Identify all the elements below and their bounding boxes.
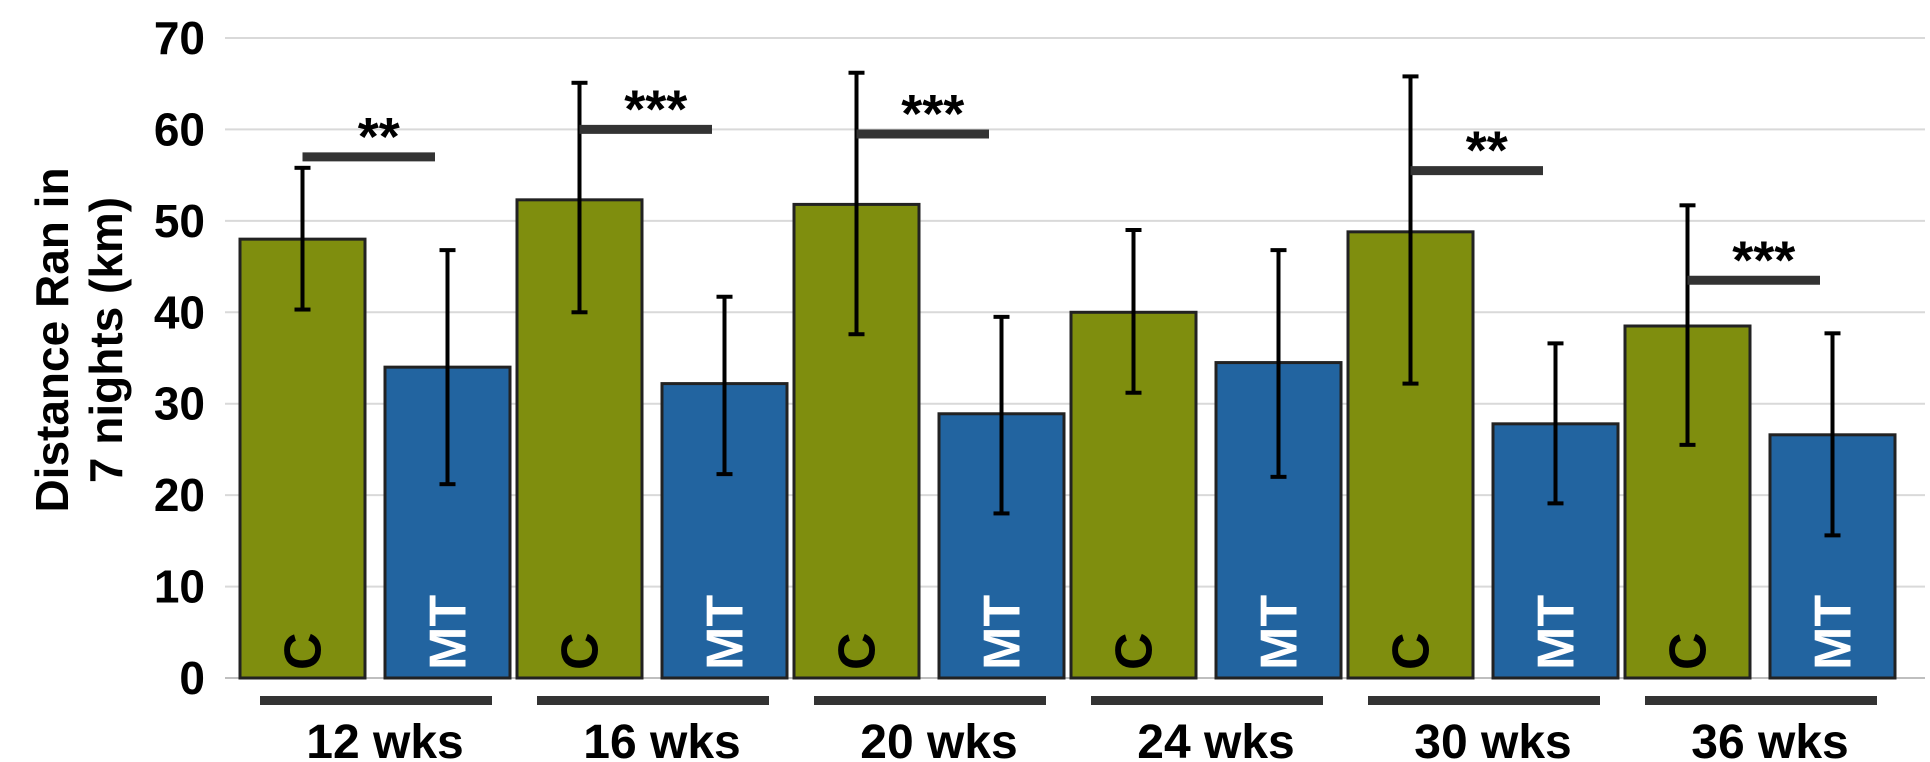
x-category-30-wks: 30 wks xyxy=(1414,716,1571,762)
y-tick-label-30: 30 xyxy=(154,378,205,430)
group-bar-24-wks xyxy=(1091,696,1323,705)
bar-label-C-16-wks: C xyxy=(552,632,610,670)
significance-label-20-wks: *** xyxy=(901,84,964,144)
y-tick-label-50: 50 xyxy=(154,195,205,247)
x-category-24-wks: 24 wks xyxy=(1137,716,1294,762)
y-tick-label-20: 20 xyxy=(154,469,205,521)
y-axis-label-line-2: 7 nights (km) xyxy=(80,197,132,483)
y-tick-label-40: 40 xyxy=(154,286,205,338)
x-category-16-wks: 16 wks xyxy=(583,716,740,762)
bar-label-MT-24-wks: MT xyxy=(1251,595,1309,670)
x-category-12-wks: 12 wks xyxy=(306,716,463,762)
group-bar-30-wks xyxy=(1368,696,1600,705)
y-axis-label: Distance Ran in 7 nights (km) xyxy=(26,167,132,512)
bar-label-C-12-wks: C xyxy=(275,632,333,670)
significance-label-30-wks: ** xyxy=(1466,121,1508,181)
significance-markers: ** *** ******** xyxy=(302,79,1820,290)
bar-label-C-30-wks: C xyxy=(1383,632,1441,670)
y-axis-ticks: 0 10 20 30 40 50 60 70 xyxy=(154,12,205,704)
y-tick-label-10: 10 xyxy=(154,561,205,613)
y-axis-label-line-1: Distance Ran in xyxy=(26,167,78,512)
y-tick-label-0: 0 xyxy=(179,652,205,704)
significance-label-12-wks: ** xyxy=(358,107,400,167)
bar-label-MT-20-wks: MT xyxy=(974,595,1032,670)
y-tick-label-70: 70 xyxy=(154,12,205,64)
group-bar-12-wks xyxy=(260,696,492,705)
bar-C-12-wks xyxy=(238,237,367,680)
group-bar-36-wks xyxy=(1645,696,1877,705)
y-tick-label-60: 60 xyxy=(154,103,205,155)
bar-label-MT-36-wks: MT xyxy=(1805,595,1863,670)
x-axis-categories: 12 wks 16 wks 20 wks 24 wks 30 wks 36 wks xyxy=(260,696,1877,762)
bar-label-MT-12-wks: MT xyxy=(420,595,478,670)
x-category-36-wks: 36 wks xyxy=(1691,716,1848,762)
error-bars xyxy=(294,70,1841,538)
significance-label-16-wks: *** xyxy=(624,79,687,139)
bar-label-C-36-wks: C xyxy=(1660,632,1718,670)
significance-label-36-wks: *** xyxy=(1732,230,1795,290)
bar-label-MT-16-wks: MT xyxy=(697,595,755,670)
bar-MT-16-wks xyxy=(660,382,789,680)
group-bar-16-wks xyxy=(537,696,769,705)
bar-label-C-20-wks: C xyxy=(829,632,887,670)
group-bar-20-wks xyxy=(814,696,1046,705)
x-category-20-wks: 20 wks xyxy=(860,716,1017,762)
bars: C MT C MT C MT C MT C MT C MT xyxy=(238,198,1897,680)
bar-label-MT-30-wks: MT xyxy=(1528,595,1586,670)
bar-label-C-24-wks: C xyxy=(1106,632,1164,670)
